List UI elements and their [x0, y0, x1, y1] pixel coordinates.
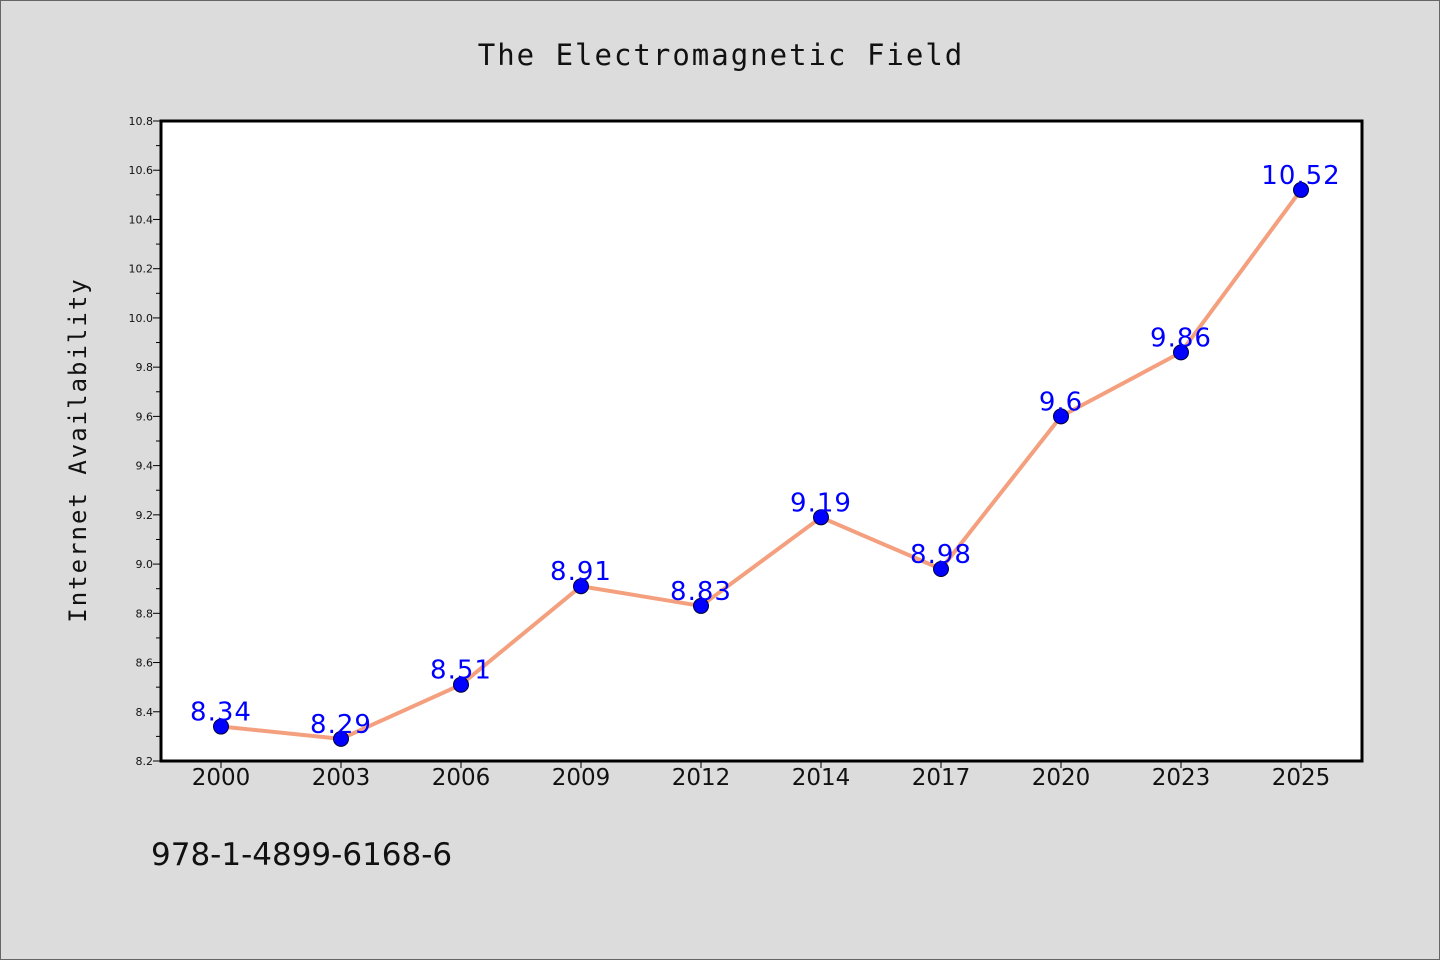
x-tick-label: 2020	[1032, 765, 1091, 791]
x-tick-label: 2014	[792, 765, 851, 791]
y-tick-label: 8.8	[136, 607, 154, 620]
y-axis-label: Internet Availability	[64, 277, 92, 622]
data-point	[813, 509, 829, 526]
data-label: 8.29	[310, 710, 372, 740]
data-label: 9.19	[790, 488, 852, 518]
x-tick-label: 2023	[1152, 765, 1211, 791]
y-tick-label: 10.8	[129, 115, 154, 128]
x-axis-ticks: 2000 2003 2006 2009 2012 2014 2017 2020 2023 2025	[192, 761, 1331, 791]
x-tick-label: 2006	[432, 765, 491, 791]
x-tick-label: 2003	[312, 765, 371, 791]
data-label: 8.51	[430, 656, 492, 686]
data-label: 8.91	[550, 557, 612, 587]
data-point	[573, 578, 589, 595]
y-tick-label: 10.4	[129, 213, 154, 226]
data-label: 10.52	[1261, 161, 1340, 191]
y-tick-label: 10.6	[129, 164, 154, 177]
x-tick-label: 2000	[192, 765, 251, 791]
isbn-label: 978-1-4899-6168-6	[151, 837, 452, 873]
data-point	[333, 730, 349, 747]
data-point	[1173, 344, 1189, 361]
data-labels: 8.34 8.29 8.51 8.91 8.83 9.19 8.98 9.6 9.86 10.52	[190, 161, 1340, 740]
y-tick-label: 9.4	[136, 460, 154, 473]
data-label: 9.86	[1150, 323, 1212, 353]
data-label: 8.83	[670, 577, 732, 607]
y-tick-label: 10.0	[129, 312, 154, 325]
data-point	[1293, 181, 1309, 198]
y-axis-ticks: 8.2 8.4 8.6 8.8 9.0 9.2 9.4 9.6 9.8 10.0 10.2 10.4 1…	[129, 115, 161, 768]
data-point	[933, 561, 949, 577]
data-label: 8.34	[190, 698, 252, 728]
data-label: 8.98	[910, 540, 972, 570]
y-tick-label: 9.2	[136, 509, 154, 522]
series-line	[220, 188, 1303, 741]
y-tick-label: 9.8	[136, 361, 154, 374]
x-tick-label: 2009	[552, 765, 611, 791]
data-point	[1053, 408, 1069, 425]
data-points	[213, 181, 1309, 747]
y-tick-label: 9.6	[136, 410, 154, 423]
x-tick-label: 2025	[1272, 765, 1331, 791]
data-label: 9.6	[1039, 387, 1083, 417]
y-tick-label: 8.6	[136, 657, 154, 670]
x-tick-label: 2017	[912, 765, 971, 791]
plot-area	[159, 119, 1364, 763]
y-tick-label: 8.2	[136, 755, 154, 768]
data-point	[213, 718, 229, 735]
x-tick-label: 2012	[672, 765, 731, 791]
y-tick-label: 10.2	[129, 263, 154, 276]
data-point	[453, 676, 469, 693]
chart-title: The Electromagnetic Field	[478, 38, 965, 72]
y-tick-label: 9.0	[136, 558, 154, 571]
y-tick-label: 8.4	[136, 706, 154, 719]
series-line-group	[220, 188, 1303, 741]
data-point	[693, 597, 709, 614]
